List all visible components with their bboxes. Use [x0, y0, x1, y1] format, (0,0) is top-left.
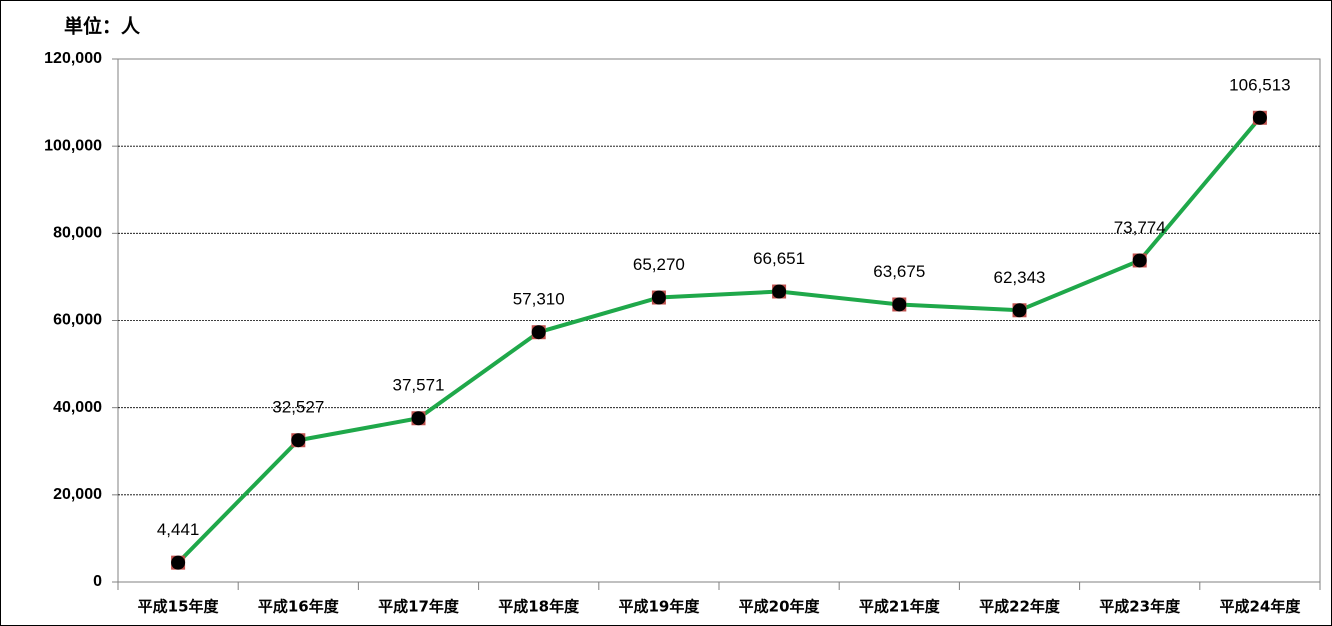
y-tick-label: 80,000	[53, 225, 102, 242]
x-tick-label: 平成19年度	[618, 598, 700, 616]
marker	[772, 284, 787, 299]
marker	[1132, 253, 1147, 268]
unit-label: 単位：人	[64, 15, 141, 38]
marker	[1252, 110, 1267, 125]
marker	[531, 325, 546, 340]
y-tick-label: 40,000	[53, 399, 102, 416]
marker	[1012, 303, 1027, 318]
y-tick-label: 20,000	[53, 486, 102, 503]
marker	[291, 433, 306, 448]
line	[176, 116, 1262, 565]
data-label: 66,651	[753, 249, 805, 268]
x-tick-label: 平成22年度	[979, 598, 1061, 616]
x-tick-label: 平成24年度	[1219, 598, 1301, 616]
x-tick-label: 平成23年度	[1099, 598, 1181, 616]
y-tick-label: 120,000	[44, 50, 102, 67]
data-label: 63,675	[873, 262, 925, 281]
x-tick-label: 平成18年度	[498, 598, 580, 616]
data-label: 73,774	[1114, 218, 1166, 237]
data-label: 57,310	[513, 290, 565, 309]
x-tick-label: 平成15年度	[138, 598, 220, 616]
data-label: 65,270	[633, 255, 685, 274]
y-tick-label: 60,000	[53, 312, 102, 329]
marker	[171, 555, 186, 570]
data-label: 106,513	[1229, 75, 1290, 94]
marker	[651, 290, 666, 305]
data-label: 4,441	[157, 520, 200, 539]
marker	[411, 411, 426, 426]
y-tick-label: 100,000	[44, 137, 102, 154]
marker	[892, 297, 907, 312]
x-tick-label: 平成16年度	[258, 598, 340, 616]
data-label: 62,343	[994, 268, 1046, 287]
data-label: 37,571	[393, 376, 445, 395]
data-label: 32,527	[272, 398, 324, 417]
y-tick-label: 0	[93, 573, 102, 590]
x-tick-label: 平成20年度	[739, 598, 821, 616]
x-tick-label: 平成17年度	[378, 598, 460, 616]
x-tick-label: 平成21年度	[859, 598, 941, 616]
